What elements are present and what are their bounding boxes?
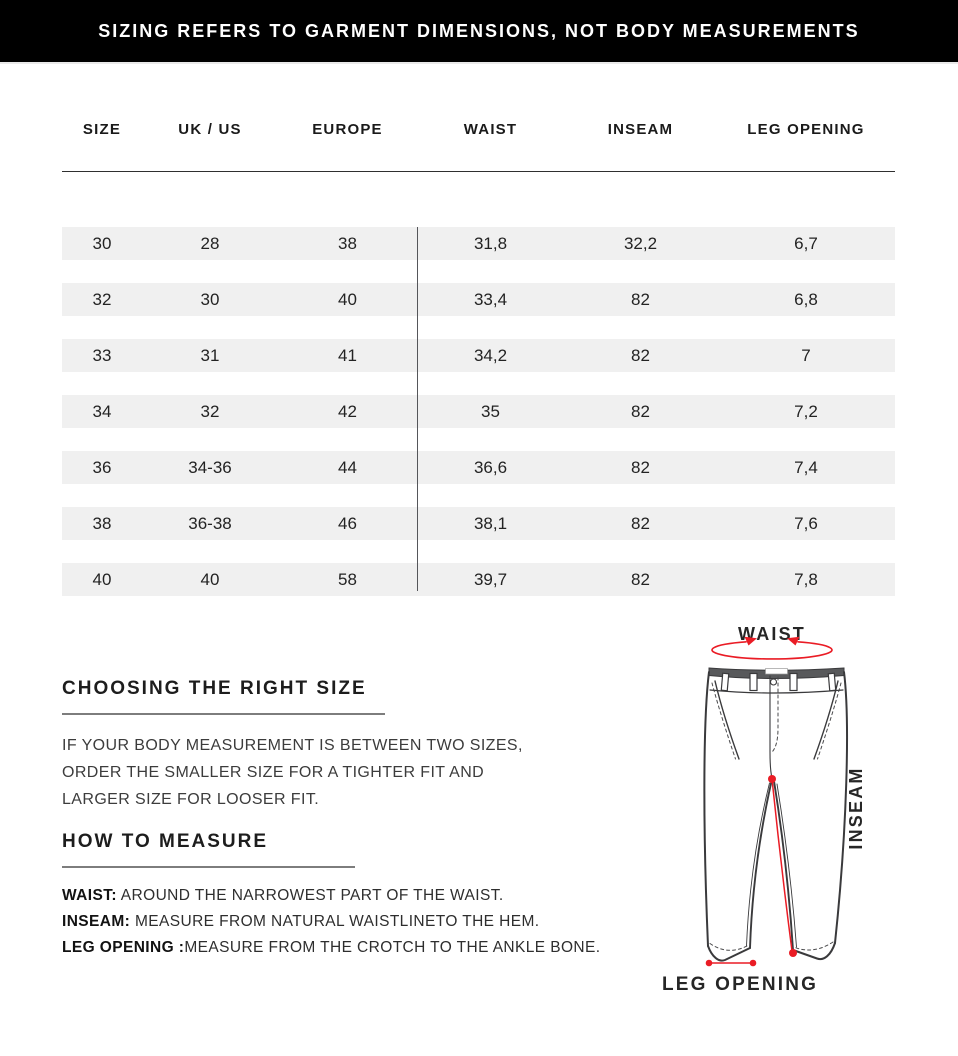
how-to-measure-heading: HOW TO MEASURE — [62, 831, 269, 852]
measure-term: LEG OPENING : — [62, 939, 185, 956]
table-row: 38 36-38 46 38,1 82 7,6 — [62, 507, 895, 540]
column-header-inseam: INSEAM — [607, 120, 674, 138]
pants-diagram-svg: WAIST — [662, 624, 866, 995]
column-header-waist: WAIST — [463, 120, 518, 138]
body-line: ORDER THE SMALLER SIZE FOR A TIGHTER FIT… — [62, 764, 485, 781]
table-cell: 38 — [338, 233, 357, 253]
table-row: 36 34-36 44 36,6 82 7,4 — [62, 451, 895, 484]
table-cell: 6,8 — [794, 289, 818, 309]
table-row: 34 32 42 35 82 7,2 — [62, 395, 895, 428]
table-cell: 44 — [338, 457, 357, 477]
banner: SIZING REFERS TO GARMENT DIMENSIONS, NOT… — [0, 0, 958, 64]
table-cell: 40 — [200, 569, 220, 589]
banner-text: SIZING REFERS TO GARMENT DIMENSIONS, NOT… — [98, 20, 860, 41]
table-cell: 82 — [631, 345, 650, 365]
table-cell: 38,1 — [473, 513, 508, 533]
measure-item-inseam: INSEAM: MEASURE FROM NATURAL WAISTLINETO… — [62, 909, 682, 935]
table-cell: 36,6 — [473, 457, 508, 477]
table-row: 32 30 40 33,4 82 6,8 — [62, 283, 895, 316]
how-to-measure-section: HOW TO MEASURE WAIST: AROUND THE NARROWE… — [62, 831, 682, 961]
choosing-size-body: IF YOUR BODY MEASUREMENT IS BETWEEN TWO … — [62, 732, 582, 813]
measure-term: WAIST: — [62, 887, 117, 904]
table-cell: 32,2 — [623, 233, 658, 253]
table-cell: 82 — [631, 513, 650, 533]
choosing-size-section: CHOOSING THE RIGHT SIZE IF YOUR BODY MEA… — [62, 678, 582, 813]
leg-opening-label: LEG OPENING — [662, 974, 818, 995]
table-cell: 31,8 — [473, 233, 508, 253]
table-row: 40 40 58 39,7 82 7,8 — [62, 563, 895, 596]
size-table-header-row: SIZE UK / US EUROPE WAIST INSEAM LEG OPE… — [62, 112, 895, 146]
leg-opening-measure-line — [705, 959, 757, 967]
table-cell: 32 — [92, 289, 112, 309]
table-cell: 36-38 — [188, 513, 232, 533]
table-header-rule — [62, 171, 895, 172]
table-cell: 31 — [200, 345, 220, 365]
size-table-body: 30 28 38 31,8 32,2 6,7 32 30 40 33,4 82 6,8 33 31 41 34… — [62, 227, 895, 619]
table-column-divider — [417, 227, 418, 591]
inseam-measure-line — [768, 775, 797, 957]
table-cell: 7,2 — [794, 401, 818, 421]
pants-outline — [703, 667, 848, 962]
table-cell: 41 — [338, 345, 357, 365]
table-cell: 30 — [92, 233, 112, 253]
table-cell: 34-36 — [188, 457, 232, 477]
table-cell: 39,7 — [473, 569, 508, 589]
table-cell: 7,4 — [794, 457, 818, 477]
table-cell: 34,2 — [473, 345, 508, 365]
table-cell: 82 — [631, 401, 650, 421]
column-header-size: SIZE — [82, 120, 122, 138]
pants-diagram: WAIST — [640, 610, 958, 1010]
table-cell: 33,4 — [473, 289, 508, 309]
how-to-measure-rule — [62, 866, 355, 868]
table-cell: 38 — [92, 513, 112, 533]
table-row: 33 31 41 34,2 82 7 — [62, 339, 895, 372]
column-header-europe: EUROPE — [312, 120, 383, 138]
body-line: IF YOUR BODY MEASUREMENT IS BETWEEN TWO … — [62, 737, 523, 754]
measure-items: WAIST: AROUND THE NARROWEST PART OF THE … — [62, 883, 682, 961]
waist-measure-arrow-icon — [711, 636, 833, 660]
measure-item-leg-opening: LEG OPENING :MEASURE FROM THE CROTCH TO … — [62, 935, 682, 961]
table-cell: 40 — [92, 569, 112, 589]
table-cell: 30 — [200, 289, 220, 309]
table-cell: 82 — [631, 289, 650, 309]
table-cell: 7,8 — [794, 569, 818, 589]
choosing-size-heading: CHOOSING THE RIGHT SIZE — [62, 678, 367, 699]
table-cell: 35 — [481, 401, 500, 421]
table-cell: 33 — [92, 345, 112, 365]
table-cell: 58 — [338, 569, 357, 589]
choosing-size-rule — [62, 713, 385, 715]
table-cell: 7,6 — [794, 513, 818, 533]
table-cell: 42 — [338, 401, 357, 421]
table-cell: 40 — [338, 289, 357, 309]
table-cell: 6,7 — [794, 233, 818, 253]
table-cell: 46 — [338, 513, 357, 533]
table-cell: 7 — [801, 345, 811, 365]
table-cell: 28 — [200, 233, 220, 253]
column-header-leg-opening: LEG OPENING — [747, 120, 865, 138]
table-cell: 36 — [92, 457, 112, 477]
measure-text: MEASURE FROM NATURAL WAISTLINETO THE HEM… — [130, 913, 540, 930]
body-line: LARGER SIZE FOR LOOSER FIT. — [62, 791, 320, 808]
table-cell: 82 — [631, 457, 650, 477]
table-cell: 34 — [92, 401, 112, 421]
measure-text: AROUND THE NARROWEST PART OF THE WAIST. — [116, 887, 504, 904]
column-header-uk-us: UK / US — [178, 120, 242, 138]
measure-item-waist: WAIST: AROUND THE NARROWEST PART OF THE … — [62, 883, 682, 909]
table-cell: 82 — [631, 569, 650, 589]
measure-text: MEASURE FROM THE CROTCH TO THE ANKLE BON… — [184, 939, 601, 956]
table-cell: 32 — [200, 401, 220, 421]
table-row: 30 28 38 31,8 32,2 6,7 — [62, 227, 895, 260]
measure-term: INSEAM: — [62, 913, 131, 930]
inseam-label: INSEAM — [846, 766, 866, 849]
